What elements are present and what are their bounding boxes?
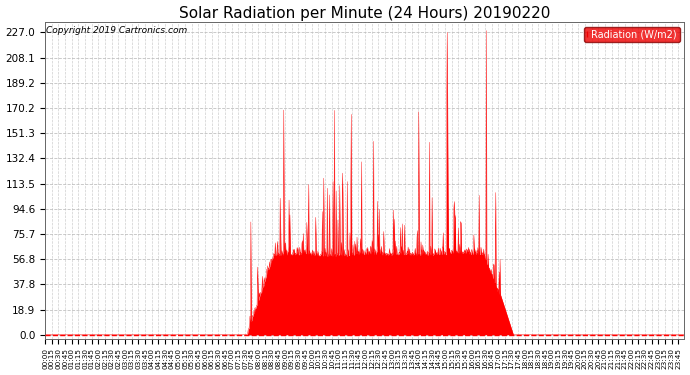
Legend: Radiation (W/m2): Radiation (W/m2) <box>584 27 680 42</box>
Text: Copyright 2019 Cartronics.com: Copyright 2019 Cartronics.com <box>46 27 188 36</box>
Title: Solar Radiation per Minute (24 Hours) 20190220: Solar Radiation per Minute (24 Hours) 20… <box>179 6 551 21</box>
